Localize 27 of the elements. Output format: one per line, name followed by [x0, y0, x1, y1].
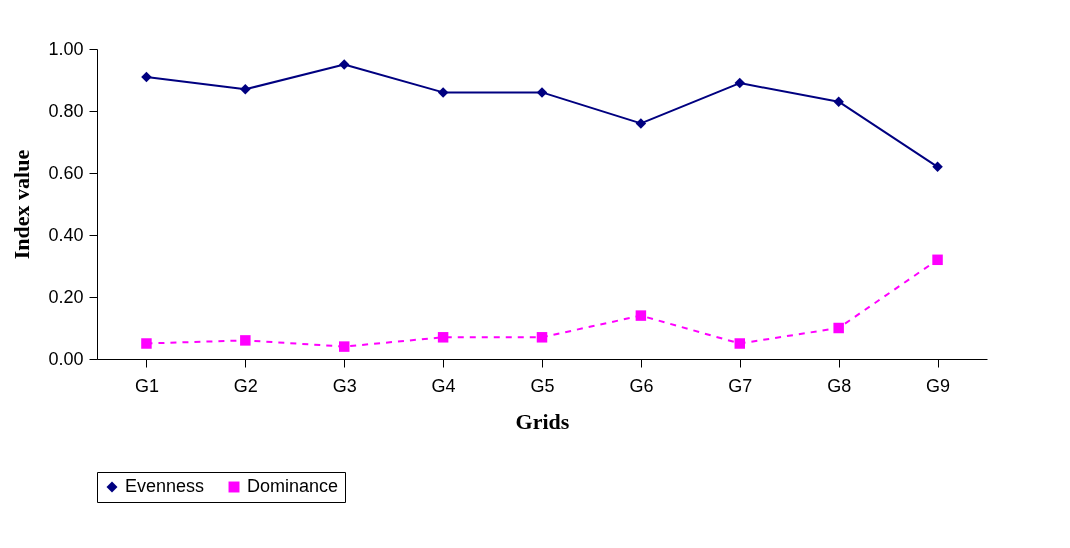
- point: [240, 335, 251, 346]
- point: [734, 338, 746, 349]
- x-tick-label: G9: [926, 375, 951, 396]
- x-tick-label: G7: [728, 375, 753, 396]
- x-tick-label: G4: [431, 375, 456, 396]
- x-tick-label: G1: [134, 375, 159, 396]
- x-tick-label: G5: [530, 375, 555, 396]
- y-tick-label: 0.60: [48, 162, 84, 183]
- x-tick-label: G2: [233, 375, 258, 396]
- point: [635, 310, 647, 321]
- x-tick-label: G8: [827, 375, 852, 396]
- y-tick-label: 0.20: [48, 286, 84, 307]
- y-tick-label: 0.40: [48, 224, 84, 245]
- y-tick-label: 1.00: [48, 38, 84, 59]
- y-axis-title: Index value: [9, 149, 35, 260]
- point: [536, 332, 548, 343]
- legend-label: Evenness: [125, 476, 205, 496]
- y-tick-label: 0.80: [48, 100, 84, 121]
- point: [437, 332, 449, 343]
- point: [338, 341, 350, 352]
- point: [141, 338, 152, 349]
- x-axis-title: Grids: [515, 408, 570, 434]
- x-tick-label: G3: [332, 375, 357, 396]
- y-tick-label: 0.00: [48, 348, 84, 369]
- legend-label: Dominance: [247, 476, 339, 496]
- point: [932, 254, 943, 266]
- x-tick-label: G6: [629, 375, 654, 396]
